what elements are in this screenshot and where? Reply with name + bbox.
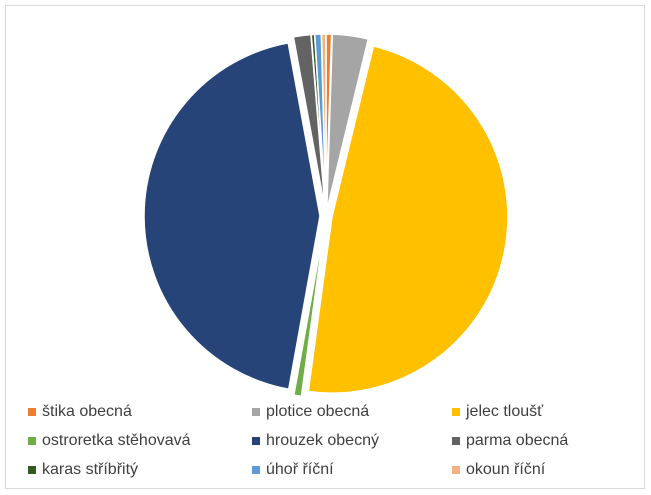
legend-swatch (252, 437, 260, 445)
legend: štika obecná plotice obecná jelec tloušť os… (28, 402, 638, 480)
pie-slice (326, 33, 370, 211)
legend-label: okoun říční (466, 461, 546, 478)
legend-item: plotice obecná (252, 402, 452, 422)
legend-label: parma obecná (466, 432, 569, 449)
legend-swatch (252, 466, 260, 474)
legend-swatch (28, 437, 36, 445)
legend-item: jelec tloušť (452, 402, 632, 422)
legend-swatch (452, 466, 460, 474)
pie-slice (320, 33, 327, 211)
legend-item: parma obecná (452, 431, 632, 451)
chart-area: štika obecná plotice obecná jelec tloušť os… (5, 5, 645, 489)
legend-item: štika obecná (28, 402, 252, 422)
legend-item: hrouzek obecný (252, 431, 452, 451)
legend-item: okoun říční (452, 460, 632, 480)
pie-slice (143, 42, 321, 391)
pie-slice (307, 45, 509, 394)
legend-label: ostroretka stěhovavá (42, 432, 191, 449)
legend-label: plotice obecná (266, 403, 370, 420)
pie-slice (292, 221, 326, 396)
pie-chart (143, 33, 509, 396)
legend-label: úhoř říční (266, 461, 334, 478)
legend-label: štika obecná (42, 403, 132, 420)
legend-item: karas stříbřitý (28, 460, 252, 480)
legend-item: ostroretka stěhovavá (28, 431, 252, 451)
legend-label: jelec tloušť (466, 403, 544, 420)
legend-swatch (252, 408, 260, 416)
legend-swatch (28, 408, 36, 416)
legend-label: hrouzek obecný (266, 432, 379, 449)
legend-label: karas stříbřitý (42, 461, 139, 478)
legend-swatch (28, 466, 36, 474)
legend-item: úhoř říční (252, 460, 452, 480)
legend-swatch (452, 437, 460, 445)
legend-swatch (452, 408, 460, 416)
